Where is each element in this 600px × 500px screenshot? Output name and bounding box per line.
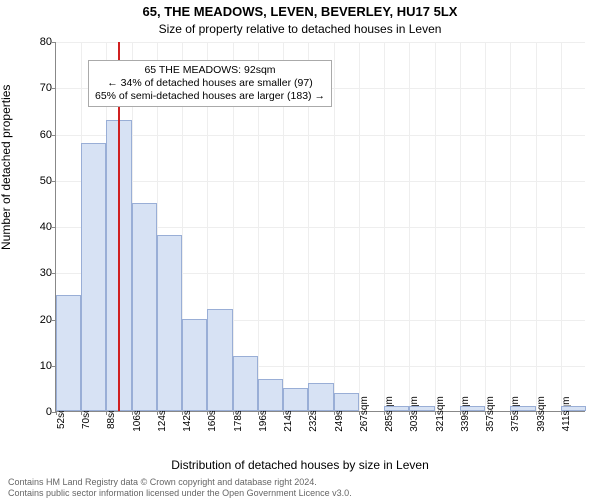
gridline-v: [384, 42, 385, 411]
x-axis-label: Distribution of detached houses by size …: [0, 458, 600, 472]
histogram-bar: [510, 406, 535, 411]
histogram-bar: [56, 295, 81, 411]
plot-area: 0102030405060708052sqm70sqm88sqm106sqm12…: [55, 42, 585, 412]
histogram-bar: [308, 383, 333, 411]
gridline-v: [409, 42, 410, 411]
xtick-label: 339sqm: [460, 396, 471, 432]
ytick-mark: [52, 135, 56, 136]
ytick-label: 40: [40, 221, 52, 233]
ytick-label: 0: [46, 406, 52, 418]
gridline-v: [485, 42, 486, 411]
histogram-bar: [132, 203, 157, 411]
ytick-label: 70: [40, 82, 52, 94]
histogram-bar: [409, 406, 434, 411]
gridline-h: [56, 181, 585, 182]
ytick-label: 80: [40, 36, 52, 48]
xtick-label: 285sqm: [384, 396, 395, 432]
histogram-bar: [334, 393, 359, 412]
histogram-bar: [207, 309, 232, 411]
ytick-mark: [52, 227, 56, 228]
xtick-label: 375sqm: [510, 396, 521, 432]
ytick-mark: [52, 273, 56, 274]
gridline-h: [56, 42, 585, 43]
histogram-bar: [81, 143, 106, 411]
histogram-bar: [460, 406, 485, 411]
gridline-h: [56, 135, 585, 136]
chart-subtitle: Size of property relative to detached ho…: [0, 22, 600, 36]
annotation-line3: 65% of semi-detached houses are larger (…: [95, 90, 325, 103]
xtick-label: 321sqm: [435, 396, 446, 432]
chart-container: 65, THE MEADOWS, LEVEN, BEVERLEY, HU17 5…: [0, 0, 600, 500]
histogram-bar: [258, 379, 283, 411]
ytick-label: 10: [40, 360, 52, 372]
ytick-label: 50: [40, 175, 52, 187]
xtick-label: 393sqm: [536, 396, 547, 432]
ytick-label: 30: [40, 267, 52, 279]
gridline-v: [510, 42, 511, 411]
gridline-v: [334, 42, 335, 411]
ytick-mark: [52, 88, 56, 89]
footer-text: Contains HM Land Registry data © Crown c…: [8, 477, 352, 498]
footer-line1: Contains HM Land Registry data © Crown c…: [8, 477, 352, 487]
gridline-v: [561, 42, 562, 411]
ytick-mark: [52, 42, 56, 43]
footer-line2: Contains public sector information licen…: [8, 488, 352, 498]
ytick-label: 60: [40, 129, 52, 141]
xtick-label: 357sqm: [485, 396, 496, 432]
chart-title: 65, THE MEADOWS, LEVEN, BEVERLEY, HU17 5…: [0, 4, 600, 19]
histogram-bar: [384, 406, 409, 411]
gridline-v: [359, 42, 360, 411]
histogram-bar: [157, 235, 182, 411]
annotation-box: 65 THE MEADOWS: 92sqm← 34% of detached h…: [88, 60, 332, 107]
xtick-label: 267sqm: [359, 396, 370, 432]
histogram-bar: [182, 319, 207, 412]
y-axis-label: Number of detached properties: [0, 85, 13, 250]
gridline-v: [435, 42, 436, 411]
gridline-v: [536, 42, 537, 411]
ytick-label: 20: [40, 314, 52, 326]
annotation-line2: ← 34% of detached houses are smaller (97…: [95, 77, 325, 90]
gridline-v: [460, 42, 461, 411]
ytick-mark: [52, 181, 56, 182]
xtick-label: 303sqm: [409, 396, 420, 432]
xtick-label: 411sqm: [561, 397, 572, 432]
annotation-line1: 65 THE MEADOWS: 92sqm: [95, 64, 325, 77]
histogram-bar: [561, 406, 586, 411]
histogram-bar: [233, 356, 258, 412]
histogram-bar: [283, 388, 308, 411]
